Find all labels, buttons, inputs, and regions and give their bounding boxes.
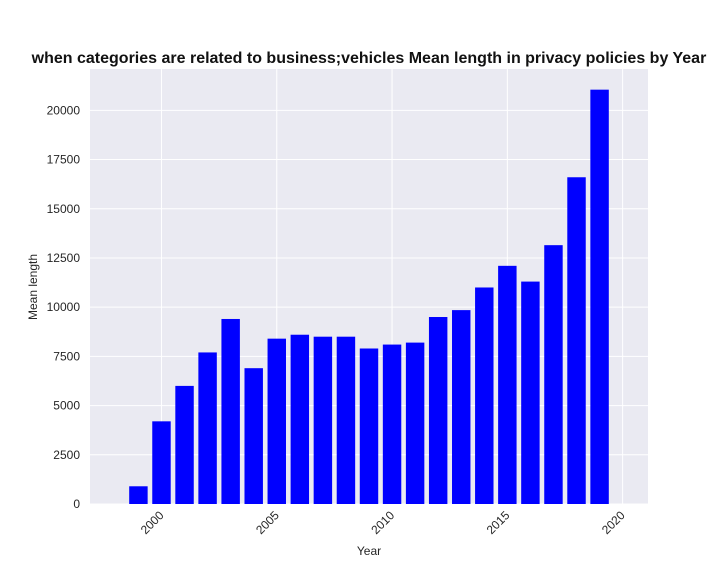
bar xyxy=(521,281,540,504)
bar xyxy=(405,342,425,504)
bar xyxy=(175,385,194,504)
y-tick-label: 12500 xyxy=(47,251,81,265)
y-tick-label: 20000 xyxy=(47,103,81,117)
y-tick-label: 15000 xyxy=(47,202,81,216)
bar xyxy=(544,245,563,504)
bar xyxy=(313,336,333,504)
y-tick-label: 2500 xyxy=(53,448,80,462)
bar xyxy=(428,317,448,504)
bar xyxy=(267,338,286,504)
y-tick-label: 5000 xyxy=(53,399,80,413)
bar xyxy=(567,177,586,504)
bar xyxy=(244,368,263,504)
x-axis-label: Year xyxy=(357,544,381,558)
y-tick-label: 10000 xyxy=(47,300,81,314)
y-axis-label: Mean length xyxy=(26,254,40,320)
y-tick-labels: 0 2500 5000 7500 10000 12500 15000 17500 20000 xyxy=(47,103,81,511)
bar xyxy=(152,421,171,504)
bar xyxy=(221,318,240,504)
y-tick-label: 0 xyxy=(73,497,80,511)
bar xyxy=(475,287,494,504)
y-tick-label: 7500 xyxy=(53,349,80,363)
bar xyxy=(498,265,517,504)
bar xyxy=(198,352,217,504)
bar xyxy=(290,334,310,504)
bar xyxy=(452,310,471,504)
bar xyxy=(590,89,609,504)
bar xyxy=(382,344,402,504)
chart-title: when categories are related to business;… xyxy=(31,50,707,67)
bars xyxy=(129,89,609,504)
bar xyxy=(359,348,379,504)
bar xyxy=(336,336,356,504)
bar xyxy=(129,486,148,504)
y-tick-label: 17500 xyxy=(47,153,81,167)
